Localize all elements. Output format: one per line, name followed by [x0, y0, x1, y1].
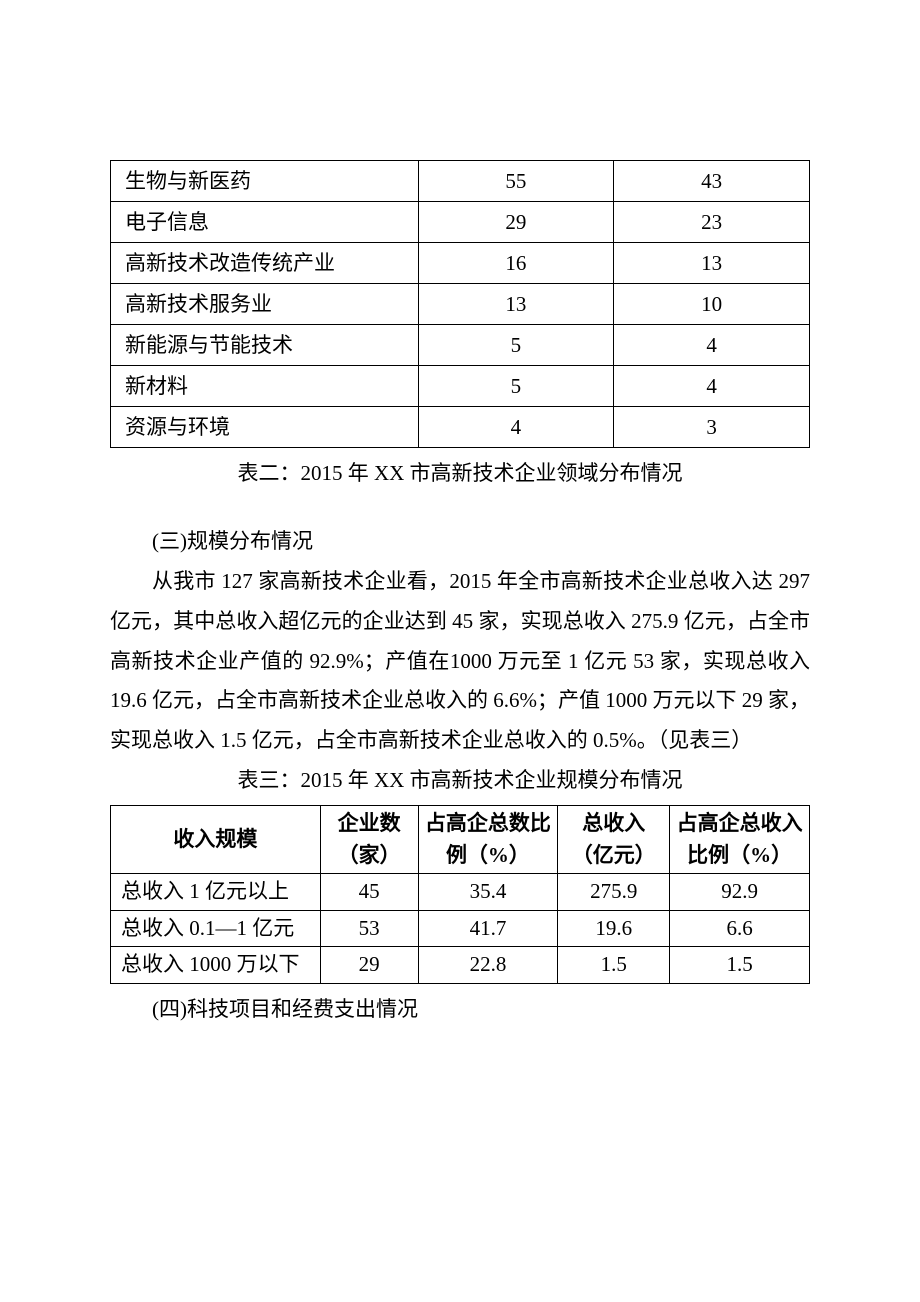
- cell-name: 电子信息: [111, 202, 419, 243]
- cell-pct-income: 92.9: [670, 874, 810, 911]
- cell-count: 53: [320, 910, 418, 947]
- cell-v1: 55: [418, 161, 614, 202]
- section-4-heading: (四)科技项目和经费支出情况: [110, 990, 810, 1030]
- cell-pct-count: 41.7: [418, 910, 558, 947]
- table3-caption: 表三：2015 年 XX 市高新技术企业规模分布情况: [110, 761, 810, 801]
- table-row: 高新技术改造传统产业 16 13: [111, 243, 810, 284]
- cell-v1: 4: [418, 407, 614, 448]
- cell-v1: 13: [418, 284, 614, 325]
- cell-v1: 5: [418, 366, 614, 407]
- section-3-heading: (三)规模分布情况: [110, 522, 810, 562]
- cell-v2: 3: [614, 407, 810, 448]
- cell-scale: 总收入 1000 万以下: [111, 947, 321, 984]
- table-row: 生物与新医药 55 43: [111, 161, 810, 202]
- table-row: 高新技术服务业 13 10: [111, 284, 810, 325]
- col-pct-income: 占高企总收入比例（%）: [670, 806, 810, 874]
- cell-count: 29: [320, 947, 418, 984]
- cell-pct-count: 22.8: [418, 947, 558, 984]
- cell-pct-income: 1.5: [670, 947, 810, 984]
- table-row: 新材料 5 4: [111, 366, 810, 407]
- cell-name: 新能源与节能技术: [111, 325, 419, 366]
- cell-income: 275.9: [558, 874, 670, 911]
- cell-v2: 4: [614, 325, 810, 366]
- table-row: 电子信息 29 23: [111, 202, 810, 243]
- table-industry-distribution: 生物与新医药 55 43 电子信息 29 23 高新技术改造传统产业 16 13…: [110, 160, 810, 448]
- cell-name: 高新技术服务业: [111, 284, 419, 325]
- cell-name: 生物与新医药: [111, 161, 419, 202]
- cell-v2: 10: [614, 284, 810, 325]
- table-row: 总收入 1000 万以下 29 22.8 1.5 1.5: [111, 947, 810, 984]
- table-row: 新能源与节能技术 5 4: [111, 325, 810, 366]
- table2-caption: 表二：2015 年 XX 市高新技术企业领域分布情况: [110, 454, 810, 494]
- col-pct-count: 占高企总数比例（%）: [418, 806, 558, 874]
- cell-name: 高新技术改造传统产业: [111, 243, 419, 284]
- cell-v2: 23: [614, 202, 810, 243]
- cell-v2: 4: [614, 366, 810, 407]
- col-income: 总收入（亿元）: [558, 806, 670, 874]
- table-row: 资源与环境 4 3: [111, 407, 810, 448]
- cell-v1: 5: [418, 325, 614, 366]
- col-count: 企业数（家）: [320, 806, 418, 874]
- cell-count: 45: [320, 874, 418, 911]
- table-scale-distribution: 收入规模 企业数（家） 占高企总数比例（%） 总收入（亿元） 占高企总收入比例（…: [110, 805, 810, 984]
- cell-scale: 总收入 0.1—1 亿元: [111, 910, 321, 947]
- cell-v1: 29: [418, 202, 614, 243]
- table-row: 总收入 1 亿元以上 45 35.4 275.9 92.9: [111, 874, 810, 911]
- cell-v2: 13: [614, 243, 810, 284]
- cell-v1: 16: [418, 243, 614, 284]
- cell-income: 1.5: [558, 947, 670, 984]
- cell-scale: 总收入 1 亿元以上: [111, 874, 321, 911]
- cell-income: 19.6: [558, 910, 670, 947]
- cell-pct-income: 6.6: [670, 910, 810, 947]
- section-3-body: 从我市 127 家高新技术企业看，2015 年全市高新技术企业总收入达 297 …: [110, 562, 810, 761]
- cell-name: 资源与环境: [111, 407, 419, 448]
- cell-pct-count: 35.4: [418, 874, 558, 911]
- col-scale: 收入规模: [111, 806, 321, 874]
- table-header-row: 收入规模 企业数（家） 占高企总数比例（%） 总收入（亿元） 占高企总收入比例（…: [111, 806, 810, 874]
- table-row: 总收入 0.1—1 亿元 53 41.7 19.6 6.6: [111, 910, 810, 947]
- cell-name: 新材料: [111, 366, 419, 407]
- cell-v2: 43: [614, 161, 810, 202]
